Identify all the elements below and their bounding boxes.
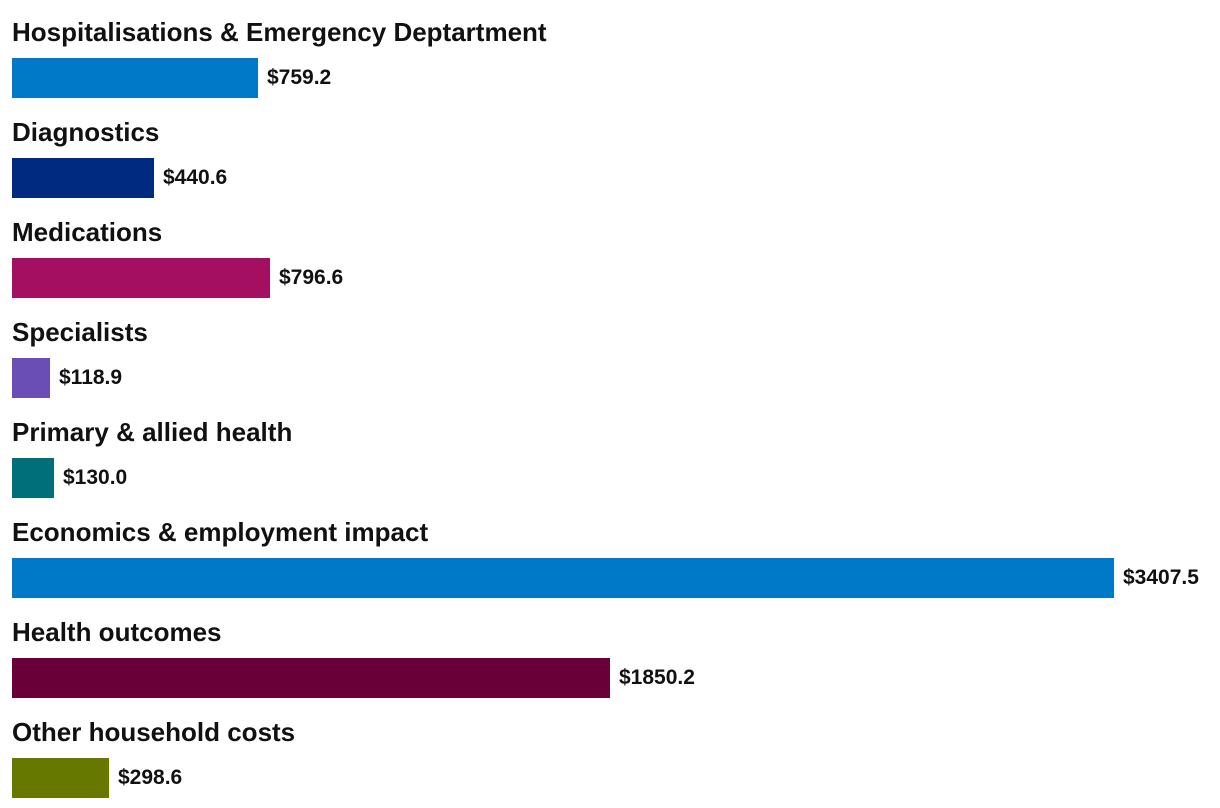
bar-category-label: Hospitalisations & Emergency Deptartment [12, 17, 547, 47]
bar-category-label: Health outcomes [12, 617, 222, 647]
bar-value-label: $796.6 [279, 266, 344, 289]
bar [12, 758, 109, 798]
bar-value-label: $298.6 [118, 766, 183, 789]
bar-category-label: Other household costs [12, 717, 296, 747]
bar-row: Specialists $118.9 [0, 300, 1220, 400]
bar [12, 258, 270, 298]
bar [12, 658, 610, 698]
bar-row: Health outcomes $1850.2 [0, 600, 1220, 700]
bar-category-label: Specialists [12, 317, 148, 347]
bar-value-label: $759.2 [267, 66, 332, 89]
bar-category-label: Economics & employment impact [12, 517, 429, 547]
bar [12, 358, 50, 398]
bar-row: Diagnostics $440.6 [0, 100, 1220, 200]
bar-value-label: $130.0 [63, 466, 128, 489]
bar-value-label: $118.9 [59, 366, 123, 389]
bar [12, 558, 1114, 598]
bar-value-label: $3407.5 [1123, 566, 1199, 589]
bar [12, 158, 154, 198]
bar [12, 58, 258, 98]
bar-category-label: Diagnostics [12, 117, 160, 147]
bar-row: Hospitalisations & Emergency Deptartment… [0, 0, 1220, 100]
bar-row: Primary & allied health $130.0 [0, 400, 1220, 500]
bar-value-label: $440.6 [163, 166, 228, 189]
bar-row: Medications $796.6 [0, 200, 1220, 300]
bar-category-label: Primary & allied health [12, 417, 293, 447]
bar-row: Economics & employment impact $3407.5 [0, 500, 1220, 600]
bar-category-label: Medications [12, 217, 163, 247]
bar [12, 458, 54, 498]
bar-value-label: $1850.2 [619, 666, 695, 689]
bar-row: Other household costs $298.6 [0, 700, 1220, 800]
